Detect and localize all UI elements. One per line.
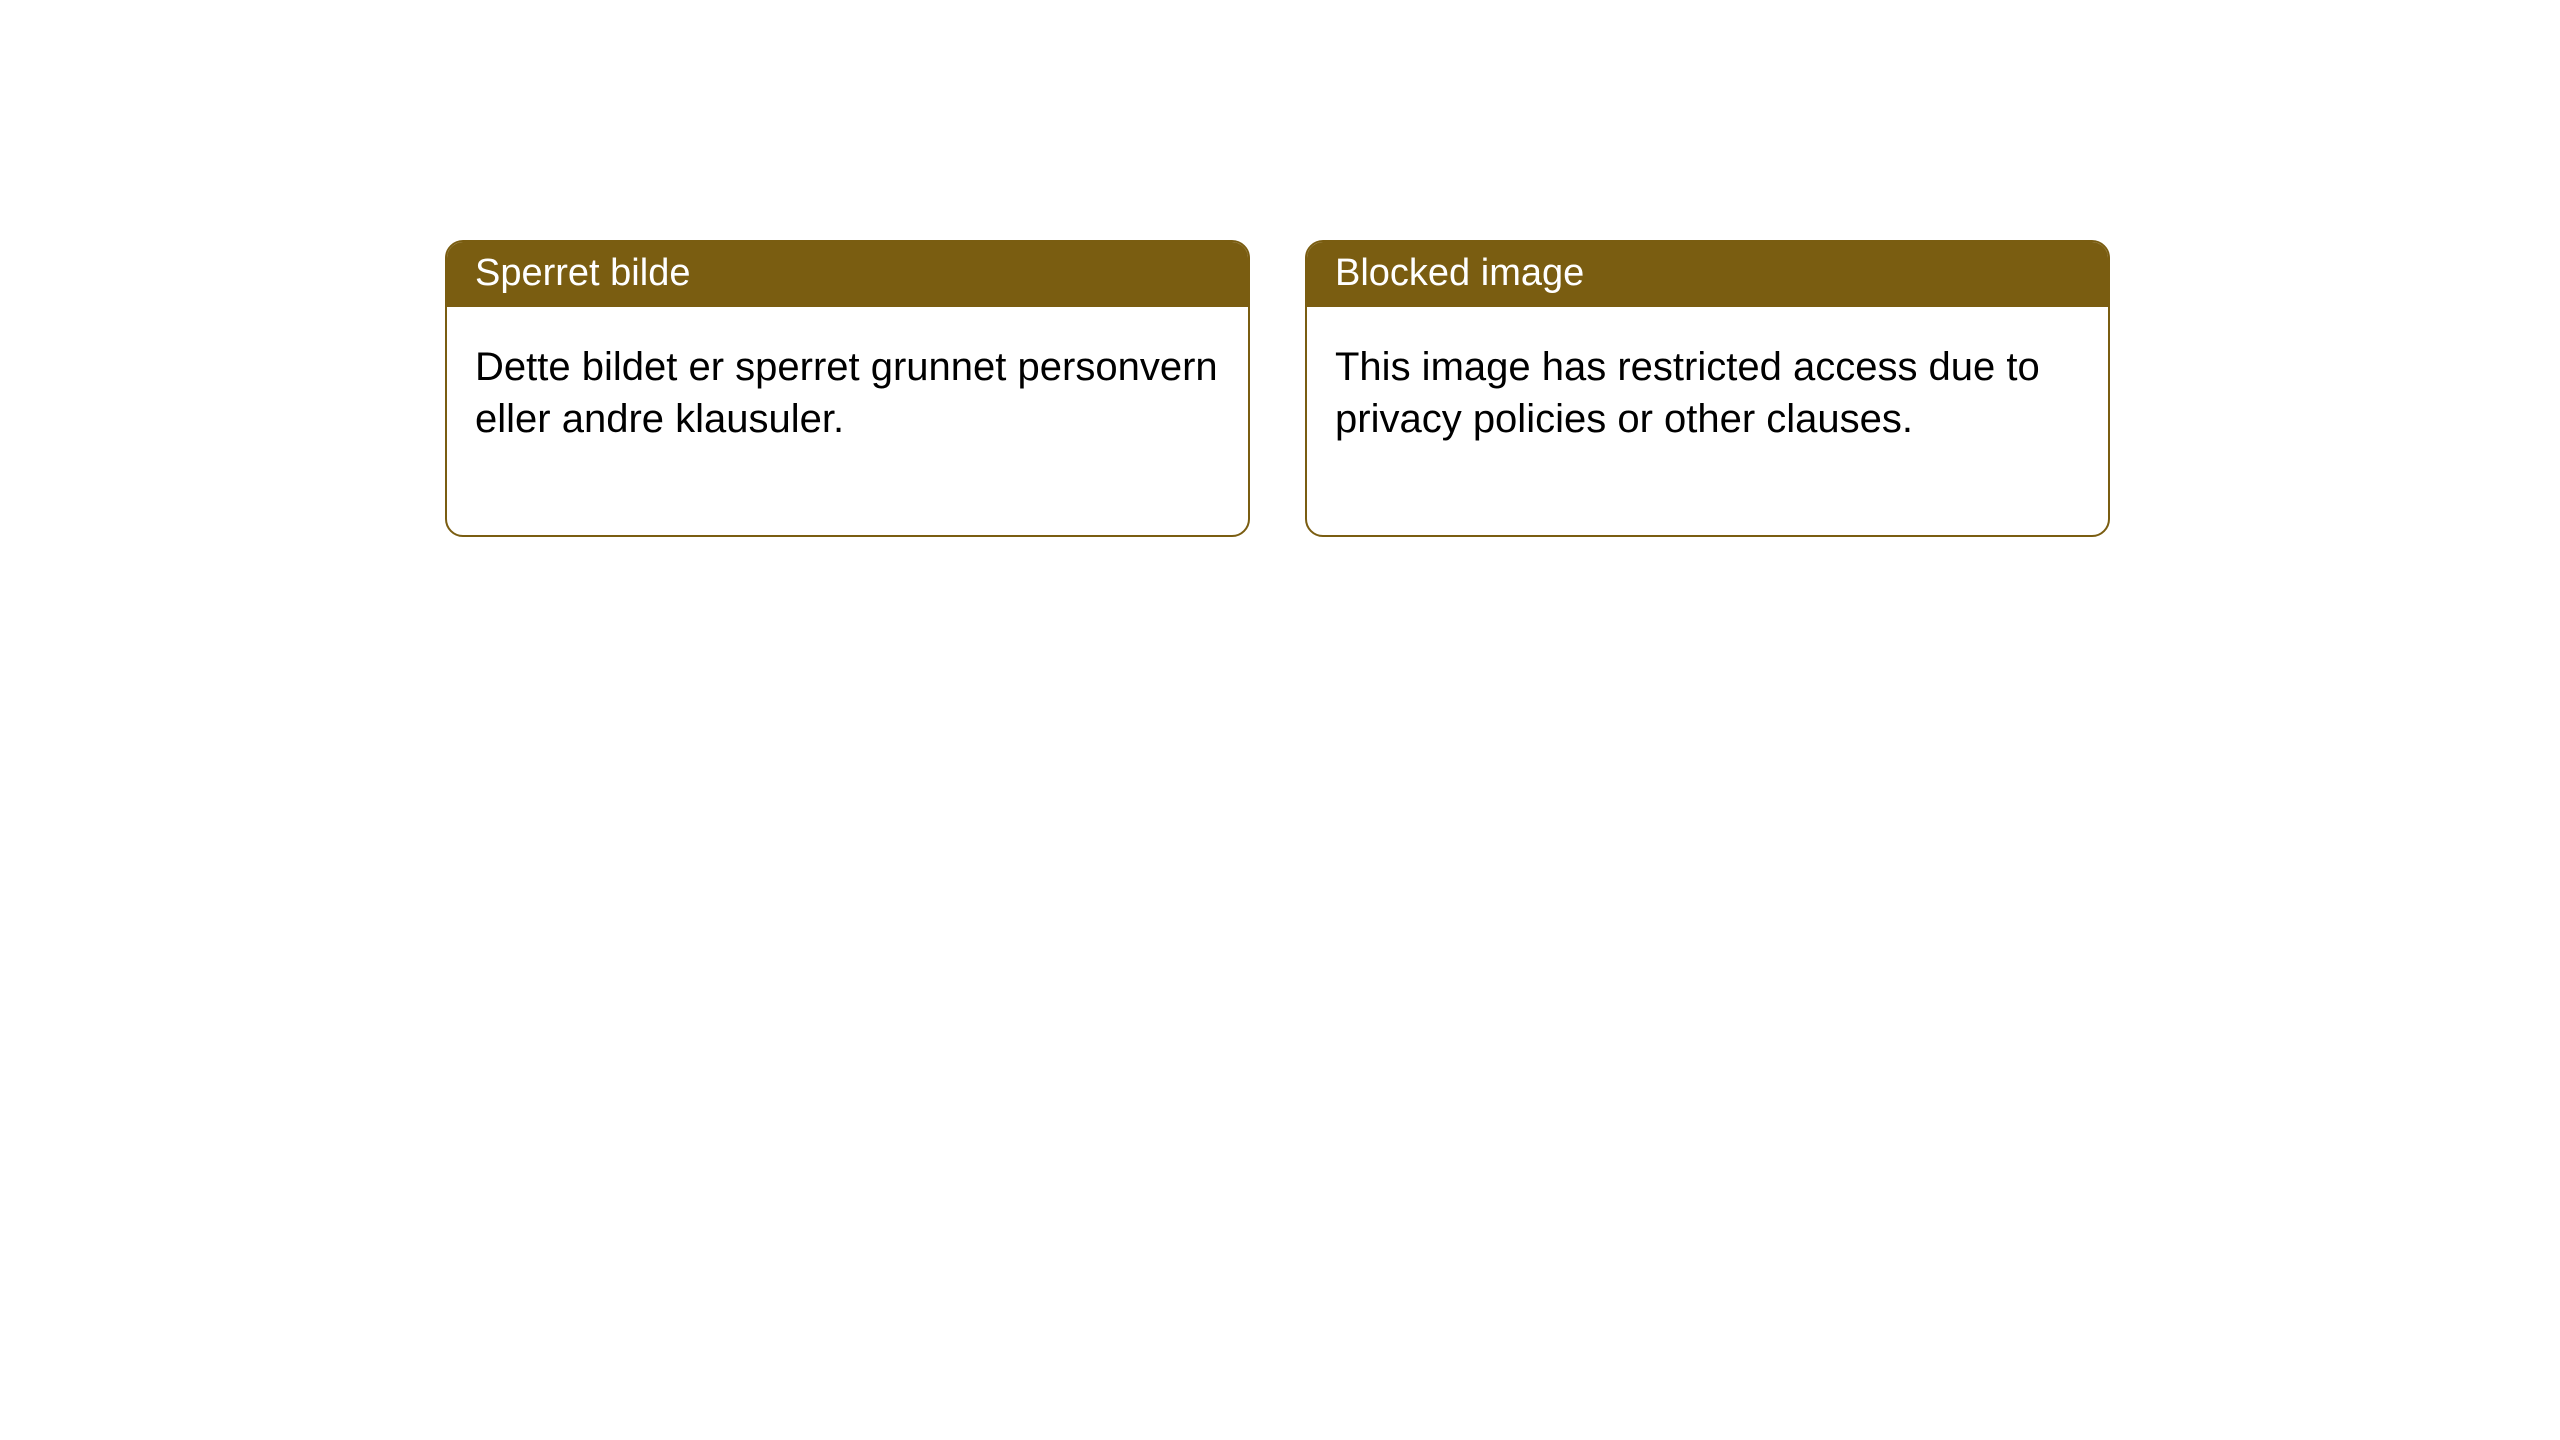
card-title-en: Blocked image [1307,242,2108,307]
card-title-no: Sperret bilde [447,242,1248,307]
card-body-no: Dette bildet er sperret grunnet personve… [447,307,1248,535]
blocked-image-card-en: Blocked image This image has restricted … [1305,240,2110,537]
card-body-en: This image has restricted access due to … [1307,307,2108,535]
cards-container: Sperret bilde Dette bildet er sperret gr… [0,0,2560,537]
blocked-image-card-no: Sperret bilde Dette bildet er sperret gr… [445,240,1250,537]
